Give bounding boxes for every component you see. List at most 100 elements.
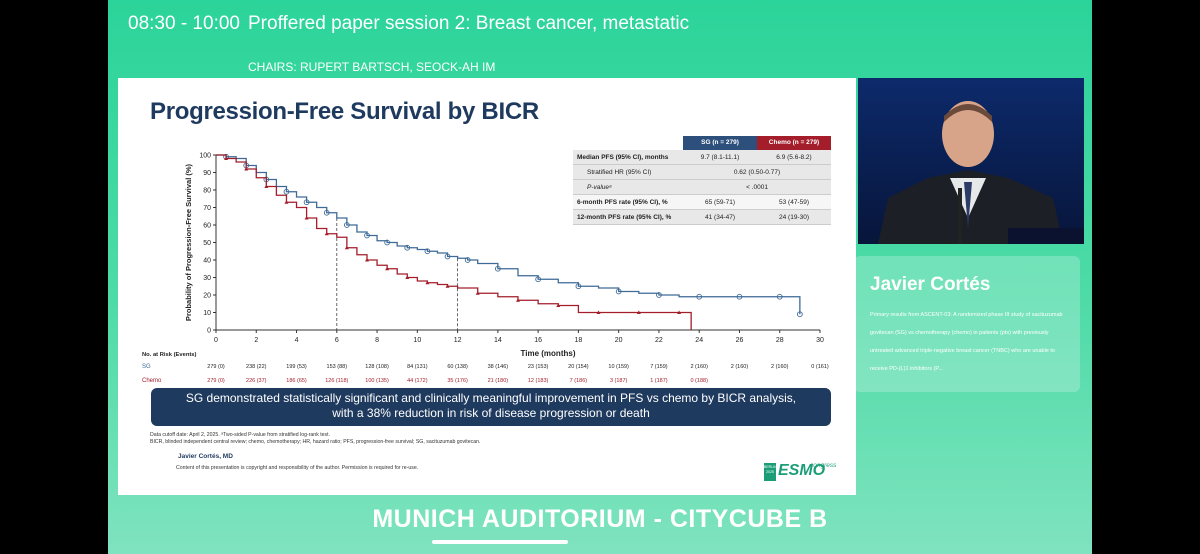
y-tick-label: 100 <box>199 153 211 160</box>
censor-mark-chemo <box>475 291 480 295</box>
censor-mark-chemo <box>365 258 369 262</box>
esmo-logo: BERLIN 2025 ESMO congress <box>764 461 836 483</box>
censor-mark-sg <box>424 248 431 255</box>
cell-chemo: 53 (47-59) <box>779 199 809 206</box>
session-chairs: CHAIRS: RUPERT BARTSCH, SEOCK-AH IM <box>248 60 496 74</box>
risk-table-title: No. at Risk (Events) <box>142 352 197 358</box>
y-tick-label: 60 <box>203 223 211 230</box>
risk-cell-chemo: 7 (186) <box>570 378 588 384</box>
censor-mark-chemo <box>385 266 390 271</box>
y-tick-label: 30 <box>203 275 211 282</box>
slide-presenter: Javier Cortés, MD <box>178 453 233 460</box>
banner-line-2: with a 38% reduction in risk of disease … <box>332 406 650 420</box>
y-tick-label: 50 <box>203 240 211 247</box>
censor-mark-sg <box>323 209 330 216</box>
censor-mark-sg <box>404 244 411 251</box>
risk-cell-chemo: 279 (0) <box>207 378 225 384</box>
risk-cell-chemo: 21 (180) <box>488 378 509 384</box>
pfs-summary-table: SG (n = 279) Chemo (n = 279) Median PFS … <box>573 136 831 225</box>
risk-cell-sg: 7 (159) <box>650 364 668 370</box>
risk-cell-sg: 2 (160) <box>690 364 708 370</box>
censor-mark-chemo <box>304 216 309 220</box>
censor-mark-chemo <box>556 303 561 307</box>
risk-cell-sg: 279 (0) <box>207 364 225 370</box>
cell-span: 0.62 (0.50-0.77) <box>733 169 781 176</box>
row-label: 12-month PFS rate (95% CI), % <box>577 214 672 221</box>
x-tick-label: 4 <box>295 337 299 344</box>
row-label: 6-month PFS rate (95% CI), % <box>577 199 668 206</box>
censor-mark-chemo <box>516 298 520 302</box>
row-label: P-valueᵃ <box>587 184 612 191</box>
x-tick-label: 18 <box>575 337 583 344</box>
esmo-logo-congress: congress <box>810 462 837 469</box>
x-tick-label: 26 <box>736 337 744 344</box>
censor-mark-sg <box>736 293 743 300</box>
censor-mark-sg <box>495 265 501 272</box>
x-tick-label: 28 <box>776 337 784 344</box>
speaker-name: Javier Cortés <box>870 274 991 295</box>
risk-cell-chemo: 35 (176) <box>447 378 468 384</box>
censor-mark-chemo <box>244 167 249 171</box>
censor-mark-chemo <box>224 156 229 160</box>
x-tick-label: 30 <box>816 337 824 344</box>
risk-cell-chemo: 100 (135) <box>365 378 389 384</box>
risk-cell-sg: 38 (146) <box>488 364 509 370</box>
risk-cell-chemo: 0 (188) <box>690 378 708 384</box>
risk-cell-sg: 128 (108) <box>365 364 389 370</box>
risk-cell-chemo: 12 (183) <box>528 378 549 384</box>
censor-mark-chemo <box>445 284 450 288</box>
row-label: Median PFS (95% CI), months <box>577 154 669 161</box>
table-row: Median PFS (95% CI), months 9.7 (8.1-11.… <box>573 150 831 165</box>
speaker-talk-description: Primary results from ASCENT-03: A random… <box>870 312 1063 372</box>
table-row: 6-month PFS rate (95% CI), % 65 (59-71) … <box>573 195 831 210</box>
slide-copyright: Content of this presentation is copyrigh… <box>176 465 419 471</box>
censor-mark-sg <box>283 188 290 195</box>
censor-mark-chemo <box>596 310 601 314</box>
cell-span: < .0001 <box>746 184 768 191</box>
censor-mark-chemo <box>405 275 410 279</box>
censor-mark-sg <box>656 292 662 298</box>
footnote-line-2: BICR, blinded independent central review… <box>150 439 481 445</box>
table-row: Stratified HR (95% CI) 0.62 (0.50-0.77) <box>573 165 831 180</box>
slide-footnote: Data cutoff date: April 2, 2025. ᵃTwo-si… <box>150 432 480 446</box>
censor-mark-chemo <box>324 231 329 236</box>
censor-mark-sg <box>344 222 350 228</box>
cell-chemo: 24 (19-30) <box>779 214 809 221</box>
censor-mark-chemo <box>264 184 269 188</box>
home-indicator[interactable] <box>432 540 568 544</box>
censor-mark-chemo <box>677 310 682 314</box>
censor-mark-chemo <box>425 280 430 285</box>
censor-mark-sg <box>575 283 582 290</box>
censor-mark-sg <box>776 293 783 300</box>
risk-row-label-chemo: Chemo <box>142 378 162 384</box>
risk-cell-chemo: 186 (65) <box>286 378 307 384</box>
y-tick-label: 90 <box>203 170 211 177</box>
censor-mark-chemo <box>284 200 289 204</box>
risk-cell-chemo: 3 (187) <box>610 378 628 384</box>
y-tick-label: 80 <box>203 188 211 195</box>
risk-cell-sg: 2 (160) <box>731 364 749 370</box>
risk-cell-sg: 84 (131) <box>407 364 428 370</box>
censor-mark-sg <box>444 253 451 260</box>
x-tick-label: 14 <box>494 337 502 344</box>
row-label: Stratified HR (95% CI) <box>587 169 652 176</box>
table-row: 12-month PFS rate (95% CI), % 41 (34-47)… <box>573 210 831 225</box>
y-tick-label: 10 <box>203 310 211 317</box>
slide-title: Progression-Free Survival by BICR <box>150 98 539 125</box>
table-header-sg: SG (n = 279) <box>683 136 757 150</box>
conclusion-banner: SG demonstrated statistically significan… <box>151 388 831 426</box>
censor-mark-sg <box>384 239 390 246</box>
broadcast-stage: 08:30 - 10:00 Proffered paper session 2:… <box>108 0 1092 554</box>
footnote-line-1: Data cutoff date: April 2, 2025. ᵃTwo-si… <box>150 432 331 438</box>
risk-cell-sg: 10 (159) <box>608 364 629 370</box>
y-tick-label: 20 <box>203 293 211 300</box>
y-axis-label: Probability of Progression-Free Survival… <box>184 163 193 321</box>
speaker-video-frame <box>858 78 1084 244</box>
cell-sg: 65 (59-71) <box>705 199 735 206</box>
censor-mark-sg <box>696 293 703 300</box>
risk-row-label-sg: SG <box>142 364 151 370</box>
cell-sg: 9.7 (8.1-11.1) <box>700 154 740 161</box>
censor-mark-sg <box>797 311 803 318</box>
x-axis-label: Time (months) <box>521 349 576 358</box>
